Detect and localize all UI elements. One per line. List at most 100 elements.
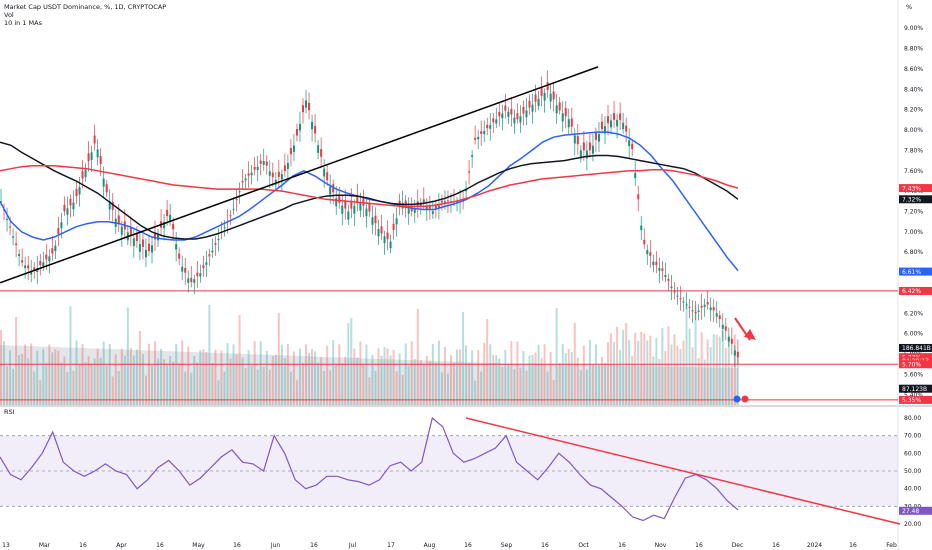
candle-body — [154, 232, 157, 240]
candle-body — [434, 205, 437, 209]
candle-body — [302, 105, 304, 113]
candle-body — [383, 236, 386, 244]
candle-body — [513, 117, 516, 124]
volume-bar — [697, 358, 700, 405]
price-tag-bg — [899, 343, 932, 352]
price-tag-bg — [899, 184, 932, 193]
candle-body — [733, 350, 736, 356]
candle-body — [202, 265, 205, 269]
candle-body — [147, 243, 150, 252]
candle-body — [371, 217, 374, 225]
volume-bar — [637, 340, 640, 405]
volume-bar — [87, 356, 90, 405]
candle-body — [166, 209, 169, 217]
candle-body — [498, 111, 501, 117]
volume-bar — [679, 348, 682, 405]
rsi-value-tag: 27.48 — [902, 508, 919, 515]
candle-body — [528, 100, 531, 108]
volume-bar — [117, 371, 120, 405]
volume-bar — [42, 349, 45, 405]
volume-bar — [634, 332, 637, 405]
y-tick-label: 7.60% — [904, 168, 923, 175]
volume-bar — [594, 344, 597, 405]
volume-bar — [456, 349, 459, 405]
volume-bar — [151, 365, 153, 405]
volume-bar — [63, 356, 66, 405]
x-tick-label: Feb — [886, 542, 897, 549]
volume-bar — [232, 344, 235, 405]
volume-bar — [582, 345, 585, 405]
candle-body — [652, 261, 655, 266]
candle-body — [45, 254, 48, 260]
candle-body — [555, 105, 558, 114]
rsi-tick-label: 20.00 — [904, 521, 921, 528]
candle-body — [546, 82, 549, 91]
candle-body — [564, 108, 567, 117]
candle-body — [456, 201, 459, 203]
volume-bar — [721, 330, 724, 405]
rsi-line — [0, 416, 739, 522]
volume-bar — [558, 363, 561, 405]
volume-bar — [643, 333, 646, 405]
candle-body — [404, 200, 407, 206]
volume-bar — [39, 380, 42, 405]
candle-body — [362, 197, 365, 206]
volume-bar — [537, 344, 540, 405]
volume-bar — [96, 348, 99, 405]
volume-bar — [724, 348, 727, 405]
candle-body — [582, 142, 585, 151]
volume-bar — [419, 360, 422, 405]
candle-body — [480, 131, 483, 134]
volume-bar — [425, 355, 428, 405]
rsi-tick-label: 80.00 — [904, 415, 921, 422]
volume-bar — [75, 340, 78, 405]
candle-body — [144, 249, 147, 258]
volume-bar — [591, 364, 594, 405]
x-tick-label: Oct — [578, 542, 589, 549]
volume-ma-area — [0, 345, 738, 405]
candle-body — [42, 262, 45, 267]
volume-bar — [410, 341, 413, 405]
volume-bar — [51, 352, 54, 405]
candle-body — [187, 278, 190, 283]
volume-bar — [413, 359, 416, 405]
volume-bar — [655, 338, 658, 405]
volume-bar — [235, 354, 238, 405]
projection-arrow-head — [744, 329, 756, 340]
volume-bar — [667, 326, 670, 405]
volume-bar — [163, 359, 166, 405]
candle-body — [570, 118, 573, 127]
rsi-tick-label: 50.00 — [904, 468, 921, 475]
candle-body — [9, 226, 12, 228]
candle-body — [649, 252, 652, 256]
volume-bar — [401, 374, 404, 405]
candle-body — [353, 205, 356, 214]
volume-bar — [311, 349, 314, 405]
volume-bar — [9, 350, 12, 405]
candle-body — [320, 149, 323, 157]
candle-body — [72, 202, 75, 210]
rsi-value-tag-bg — [899, 506, 932, 515]
scale-label: % — [906, 3, 913, 11]
candle-body — [253, 166, 256, 170]
volume-bar — [341, 363, 344, 405]
x-tick-label: 16 — [79, 542, 87, 549]
volume-bar — [718, 336, 721, 405]
volume-bar — [36, 350, 39, 405]
volume-bar — [486, 318, 489, 405]
candle-body — [21, 260, 24, 263]
volume-bar — [613, 341, 616, 405]
volume-bar — [489, 344, 492, 405]
volume-bar — [108, 344, 111, 405]
candle-body — [492, 118, 495, 123]
volume-bar — [531, 354, 534, 405]
volume-bar — [187, 346, 190, 405]
volume-bar — [552, 380, 555, 405]
volume-bar — [422, 363, 425, 405]
candle-body — [63, 205, 66, 212]
volume-bar — [353, 348, 356, 405]
candle-body — [311, 121, 314, 130]
candle-body — [184, 267, 187, 273]
candle-body — [543, 92, 546, 101]
